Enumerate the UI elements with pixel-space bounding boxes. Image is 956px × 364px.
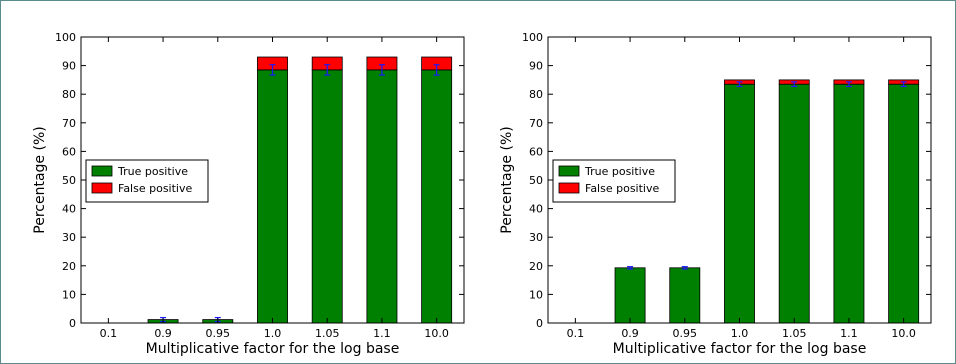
y-tick-label: 40 <box>62 203 76 216</box>
x-tick-label: 0.9 <box>621 327 639 340</box>
bar-true-positive-1.0 <box>724 83 755 324</box>
x-tick-label: 1.0 <box>264 327 282 340</box>
y-tick-label: 60 <box>529 145 543 158</box>
y-tick-label: 60 <box>62 145 76 158</box>
legend-swatch-true-positive <box>558 165 580 177</box>
y-axis-label: Percentage (%) <box>32 126 48 233</box>
x-tick-label: 0.1 <box>567 327 585 340</box>
x-tick-label: 0.1 <box>100 327 118 340</box>
bar-true-positive-0.95 <box>669 267 701 324</box>
legend-label: False positive <box>585 182 659 195</box>
x-tick-label: 1.0 <box>731 327 749 340</box>
y-tick-label: 40 <box>529 203 543 216</box>
legend: True positive False positive <box>552 159 676 203</box>
y-tick-label: 100 <box>522 31 543 44</box>
error-bar-10.0 <box>433 64 440 76</box>
x-tick-label: 1.1 <box>373 327 391 340</box>
x-tick-label: 0.95 <box>206 327 231 340</box>
y-tick-label: 90 <box>529 60 543 73</box>
error-bar-1.0 <box>736 81 743 88</box>
legend-label: True positive <box>117 165 188 178</box>
legend-swatch-false-positive <box>91 182 113 194</box>
error-bar-0.95 <box>681 266 688 270</box>
x-tick-label: 0.9 <box>154 327 172 340</box>
y-tick-label: 50 <box>529 174 543 187</box>
y-tick-label: 90 <box>62 60 76 73</box>
x-tick-label: 1.1 <box>840 327 858 340</box>
bar-true-positive-0.9 <box>614 267 646 324</box>
x-tick-label: 0.95 <box>673 327 698 340</box>
y-tick-label: 0 <box>69 317 76 330</box>
error-bar-0.9 <box>627 266 634 270</box>
chart-right: 0 10 20 30 40 50 60 70 80 90 100 0.1 0.9 0.95 1.0 1.05 1… <box>499 31 932 357</box>
y-tick-label: 0 <box>536 317 543 330</box>
error-bar-1.05 <box>791 81 798 88</box>
y-tick-label: 50 <box>62 174 76 187</box>
bar-true-positive-1.1 <box>833 83 865 324</box>
x-axis-label: Multiplicative factor for the log base <box>146 341 400 357</box>
error-bar-1.1 <box>378 64 385 76</box>
bar-true-positive-10.0 <box>421 69 453 324</box>
y-tick-label: 20 <box>529 260 543 273</box>
error-bar-1.05 <box>324 64 331 76</box>
legend-swatch-true-positive <box>91 165 113 177</box>
y-tick-label: 80 <box>62 88 76 101</box>
y-tick-label: 30 <box>62 231 76 244</box>
y-tick-label: 80 <box>529 88 543 101</box>
x-tick-label: 1.05 <box>315 327 340 340</box>
y-tick-label: 70 <box>529 117 543 130</box>
y-tick-label: 10 <box>62 288 76 301</box>
bar-true-positive-1.05 <box>778 83 810 324</box>
y-tick-label: 30 <box>529 231 543 244</box>
bar-true-positive-1.0 <box>257 69 288 324</box>
legend-label: True positive <box>584 165 655 178</box>
bar-true-positive-1.1 <box>366 69 398 324</box>
y-tick-label: 70 <box>62 117 76 130</box>
chart-left: 0 10 20 30 40 50 60 70 80 90 100 0.1 0.9 0.95 1.0 1.05 1… <box>32 31 465 357</box>
legend: True positive False positive <box>85 159 209 203</box>
x-tick-label: 1.05 <box>782 327 807 340</box>
y-tick-label: 100 <box>55 31 76 44</box>
bar-true-positive-10.0 <box>888 83 920 324</box>
x-tick-label: 10.0 <box>891 327 916 340</box>
error-bar-10.0 <box>900 81 907 88</box>
y-tick-label: 20 <box>62 260 76 273</box>
legend-label: False positive <box>118 182 192 195</box>
error-bar-1.0 <box>269 64 276 76</box>
x-tick-label: 10.0 <box>424 327 449 340</box>
error-bar-1.1 <box>845 81 852 88</box>
y-axis-label: Percentage (%) <box>499 126 515 233</box>
bar-true-positive-1.05 <box>311 69 343 324</box>
y-tick-label: 10 <box>529 288 543 301</box>
legend-swatch-false-positive <box>558 182 580 194</box>
x-axis-label: Multiplicative factor for the log base <box>613 341 867 357</box>
